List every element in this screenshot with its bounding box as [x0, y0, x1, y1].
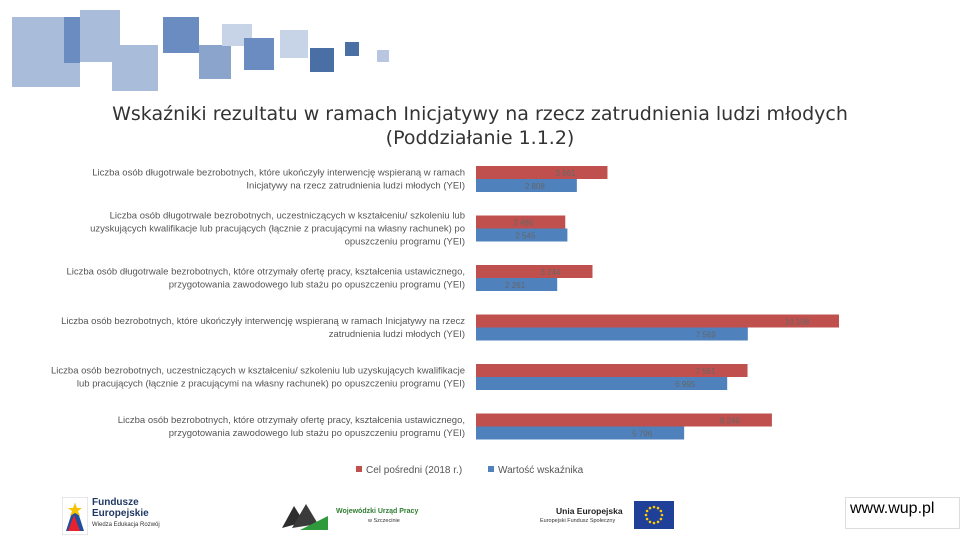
- category-label: Liczba osób bezrobotnych, które ukończył…: [61, 316, 465, 327]
- bar-chart: Liczba osób długotrwale bezrobotnych, kt…: [51, 166, 839, 476]
- slide-title-line2: (Poddziałanie 1.1.2): [385, 127, 575, 149]
- target-bar: [476, 215, 566, 229]
- decorative-square: [199, 45, 231, 79]
- category-label: zatrudnienia ludzi młodych (YEI): [329, 329, 465, 340]
- category-label: Liczba osób długotrwale bezrobotnych, uc…: [110, 211, 465, 222]
- decorative-square: [112, 45, 158, 91]
- eu-star: [644, 513, 648, 517]
- decorative-square: [280, 30, 308, 58]
- data-label: 10 108: [785, 318, 810, 327]
- data-label: 2 808: [525, 182, 546, 191]
- decorative-square: [163, 17, 199, 53]
- data-label: 5 796: [632, 430, 653, 439]
- category-labels: Liczba osób długotrwale bezrobotnych, kt…: [51, 168, 465, 440]
- target-bar: [476, 265, 593, 278]
- data-label: 3 661: [555, 169, 576, 178]
- legend-label: Cel pośredni (2018 r.): [366, 465, 462, 476]
- eu-star: [648, 520, 652, 524]
- data-label: 3 244: [540, 268, 561, 277]
- eu-star: [656, 520, 660, 524]
- ue-name: Unia Europejska: [556, 506, 623, 516]
- decorative-square: [377, 50, 389, 62]
- footer: Fundusze Europejskie Wiedza Edukacja Roz…: [0, 490, 960, 540]
- data-label: 8 240: [720, 417, 741, 426]
- actual-bar: [476, 179, 577, 192]
- wup-city: w Szczecinie: [368, 518, 400, 524]
- legend-label: Wartość wskaźnika: [498, 465, 584, 476]
- eu-star: [648, 506, 652, 510]
- category-label: Liczba osób długotrwale bezrobotnych, kt…: [67, 267, 466, 278]
- eu-star: [659, 509, 663, 513]
- category-label: opuszczeniu programu (YEI): [345, 237, 465, 248]
- eu-star: [656, 506, 660, 510]
- eu-star: [652, 505, 656, 509]
- fundusze-europejskie-emblem-icon: [62, 497, 88, 535]
- website-url[interactable]: www.wup.pl: [845, 497, 960, 529]
- eu-star: [652, 521, 656, 525]
- fundusze-europejskie-logo: Fundusze Europejskie Wiedza Edukacja Roz…: [62, 495, 172, 537]
- eu-star: [645, 517, 649, 521]
- fe-name-line1: Fundusze: [92, 497, 139, 508]
- decorative-square: [310, 48, 334, 72]
- eu-star: [660, 513, 664, 517]
- unia-europejska-logo: Unia Europejska Europejski Fundusz Społe…: [538, 500, 678, 534]
- category-label: lub pracujących (łącznie z pracującymi n…: [77, 379, 465, 390]
- legend-swatch: [356, 466, 362, 472]
- website-url-text: www.wup.pl: [850, 500, 935, 517]
- category-label: przygotowania zawodowego lub stażu po op…: [169, 428, 465, 439]
- category-label: Liczba osób długotrwale bezrobotnych, kt…: [92, 168, 465, 179]
- slide-title: Wskaźniki rezultatu w ramach Inicjatywy …: [60, 102, 900, 150]
- decorative-square: [345, 42, 359, 56]
- data-label: 7 561: [696, 367, 717, 376]
- bars: 3 661 2 808 2 486 2 545 3 244 2 261 10 108 7 56…: [476, 166, 839, 440]
- fe-program-name: Wiedza Edukacja Rozwój: [92, 522, 160, 528]
- ue-fund-name: Europejski Fundusz Społeczny: [540, 518, 616, 524]
- legend-swatch: [488, 466, 494, 472]
- data-label: 2 486: [513, 219, 534, 228]
- data-label: 2 261: [505, 281, 526, 290]
- eu-star: [659, 517, 663, 521]
- chart-legend: Cel pośredni (2018 r.) Wartość wskaźnika: [356, 465, 584, 476]
- target-bar: [476, 314, 839, 328]
- target-bar: [476, 166, 608, 179]
- decorative-square: [244, 38, 274, 70]
- data-label: 6 995: [675, 380, 696, 389]
- category-label: przygotowania zawodowego lub stażu po op…: [169, 280, 465, 291]
- eu-flag-icon: [634, 501, 674, 529]
- actual-bar: [476, 278, 558, 291]
- wup-logo: Wojewódzki Urząd Pracy w Szczecinie: [280, 498, 440, 534]
- fe-name-line2: Europejskie: [92, 508, 149, 519]
- wup-name: Wojewódzki Urząd Pracy: [336, 508, 419, 515]
- target-bar: [476, 413, 772, 427]
- category-label: uzyskujących kwalifikacje lub pracującyc…: [90, 224, 465, 235]
- data-label: 7 569: [696, 331, 717, 340]
- actual-bar: [476, 426, 685, 440]
- data-label: 2 545: [515, 232, 536, 241]
- category-label: Inicjatywy na rzecz zatrudnienia ludzi m…: [246, 181, 465, 192]
- slide-title-line1: Wskaźniki rezultatu w ramach Inicjatywy …: [112, 103, 848, 125]
- wup-emblem-icon: [282, 504, 328, 530]
- category-label: Liczba osób bezrobotnych, uczestniczącyc…: [51, 366, 465, 377]
- actual-bar: [476, 377, 728, 390]
- target-bar: [476, 364, 748, 377]
- actual-bar: [476, 228, 568, 242]
- eu-star: [645, 509, 649, 513]
- decorative-square: [64, 17, 80, 63]
- category-label: Liczba osób bezrobotnych, które otrzymał…: [118, 415, 465, 426]
- actual-bar: [476, 327, 748, 341]
